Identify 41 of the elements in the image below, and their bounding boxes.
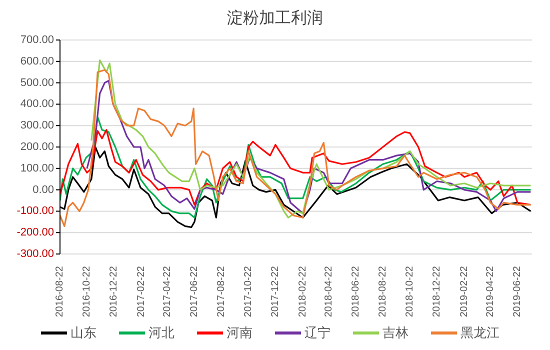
line-series	[86, 80, 532, 214]
x-tick-label: 2018-02-22	[297, 266, 308, 318]
y-tick-label: 0.00	[32, 184, 54, 196]
y-tick-label: -200.00	[16, 226, 54, 239]
y-tick-label: 300.00	[20, 120, 54, 132]
line-series	[90, 60, 532, 218]
y-tick-label: -300.00	[16, 248, 54, 260]
x-tick-label: 2016-08-22	[54, 266, 66, 318]
legend-label: 辽宁	[304, 325, 330, 342]
legend-label: 河南	[226, 325, 252, 342]
legend-label: 黑龙江	[460, 325, 500, 342]
x-tick-label: 2018-08-22	[377, 266, 388, 318]
x-tick-label: 2018-10-22	[404, 266, 416, 318]
y-tick-label: 600.00	[20, 55, 54, 68]
x-tick-label: 2019-02-22	[458, 266, 470, 318]
y-tick-label: 500.00	[20, 76, 54, 89]
x-tick-label: 2016-10-22	[81, 266, 92, 318]
y-tick-label: 200.00	[20, 141, 54, 153]
x-tick-label: 2018-04-22	[323, 266, 334, 318]
x-tick-label: 2017-10-22	[242, 266, 254, 318]
y-tick-label: 700.00	[20, 34, 54, 46]
x-tick-label: 2017-08-22	[216, 266, 227, 318]
legend-label: 山东	[70, 325, 96, 342]
x-tick-label: 2016-12-22	[108, 266, 120, 318]
x-tick-label: 2018-06-22	[350, 266, 362, 318]
x-tick-label: 2019-06-22	[512, 266, 523, 318]
y-tick-label: 100.00	[20, 162, 54, 174]
chart-title: 淀粉加工利润	[226, 8, 324, 29]
x-tick-label: 2018-12-22	[431, 266, 442, 318]
x-tick-label: 2017-06-22	[188, 266, 200, 318]
x-tick-label: 2017-12-22	[270, 266, 281, 318]
x-tick-label: 2019-04-22	[484, 266, 496, 318]
y-tick-label: -100.00	[16, 205, 54, 218]
line-series	[60, 69, 532, 227]
legend-label: 吉林	[382, 325, 408, 342]
legend-label: 河北	[148, 325, 174, 342]
x-tick-label: 2017-04-22	[162, 266, 173, 318]
line-series	[60, 129, 532, 206]
x-tick-label: 2017-02-22	[136, 266, 147, 318]
y-tick-label: 400.00	[20, 98, 54, 110]
line-series	[60, 116, 532, 218]
